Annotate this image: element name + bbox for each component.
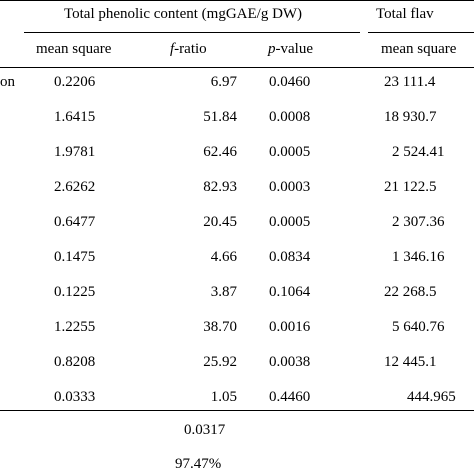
header-bottom-rule [0, 67, 474, 68]
cell-mean-square: 0.0333 [54, 389, 96, 405]
column-header-p-value: p-value [268, 40, 313, 58]
cell-mean-square: 0.8208 [54, 354, 96, 370]
cell-mean-square: 2.6262 [54, 179, 96, 195]
cell-mean-square-flavonoid: 444.965 [407, 389, 456, 405]
cell-mean-square-flavonoid: 2 307.36 [392, 214, 445, 230]
row-label: on [0, 74, 15, 90]
cell-mean-square-flavonoid: 5 640.76 [392, 319, 445, 335]
f-ratio-text: -ratio [174, 41, 207, 57]
cell-f-ratio: 3.87 [210, 284, 237, 300]
cell-p-value: 0.0834 [269, 249, 311, 265]
cell-f-ratio: 25.92 [203, 354, 237, 370]
cell-f-ratio: 1.05 [210, 389, 237, 405]
cell-mean-square: 1.9781 [54, 144, 96, 160]
group-rule-phenolic [24, 32, 360, 33]
cell-p-value: 0.0038 [269, 354, 311, 370]
cell-f-ratio: 20.45 [203, 214, 237, 230]
footer-value-2: 97.47% [175, 456, 222, 472]
cell-mean-square-flavonoid: 22 268.5 [384, 284, 437, 300]
footer-value-1: 0.0317 [184, 422, 226, 438]
cell-f-ratio: 82.93 [203, 179, 237, 195]
f-italic: f [170, 41, 175, 57]
cell-p-value: 0.0460 [269, 74, 311, 90]
cell-p-value: 0.0005 [269, 144, 311, 160]
cell-mean-square-flavonoid: 18 930.7 [384, 109, 437, 125]
cell-f-ratio: 51.84 [203, 109, 237, 125]
body-bottom-rule [0, 410, 474, 411]
cell-f-ratio: 62.46 [203, 144, 237, 160]
cell-p-value: 0.4460 [269, 389, 311, 405]
cell-p-value: 0.1064 [269, 284, 311, 300]
table-top-rule [0, 0, 474, 1]
column-header-mean-square-flavonoid: mean square [381, 41, 457, 57]
cell-f-ratio: 4.66 [210, 249, 237, 265]
cell-mean-square: 1.6415 [54, 109, 96, 125]
cell-p-value: 0.0016 [269, 319, 311, 335]
cell-mean-square-flavonoid: 23 111.4 [384, 74, 436, 90]
cell-mean-square-flavonoid: 1 346.16 [392, 249, 445, 265]
cell-mean-square: 0.2206 [54, 74, 96, 90]
cell-mean-square: 0.1225 [54, 284, 96, 300]
group-rule-flavonoid [368, 32, 474, 33]
cell-mean-square-flavonoid: 12 445.1 [384, 354, 437, 370]
cell-f-ratio: 6.97 [210, 74, 237, 90]
cell-f-ratio: 38.70 [203, 319, 237, 335]
cell-p-value: 0.0003 [269, 179, 311, 195]
column-header-f-ratio: f-ratio [170, 40, 207, 58]
group-header-flavonoid: Total flav [376, 6, 434, 22]
cell-mean-square: 0.6477 [54, 214, 96, 230]
column-header-mean-square: mean square [36, 41, 112, 57]
cell-mean-square-flavonoid: 2 524.41 [392, 144, 445, 160]
cell-p-value: 0.0005 [269, 214, 311, 230]
cell-mean-square: 1.2255 [54, 319, 96, 335]
group-header-phenolic: Total phenolic content (mgGAE/g DW) [64, 6, 303, 22]
p-value-text: -value [275, 41, 313, 57]
p-italic: p [268, 41, 276, 57]
cell-mean-square: 0.1475 [54, 249, 96, 265]
cell-mean-square-flavonoid: 21 122.5 [384, 179, 437, 195]
cell-p-value: 0.0008 [269, 109, 311, 125]
